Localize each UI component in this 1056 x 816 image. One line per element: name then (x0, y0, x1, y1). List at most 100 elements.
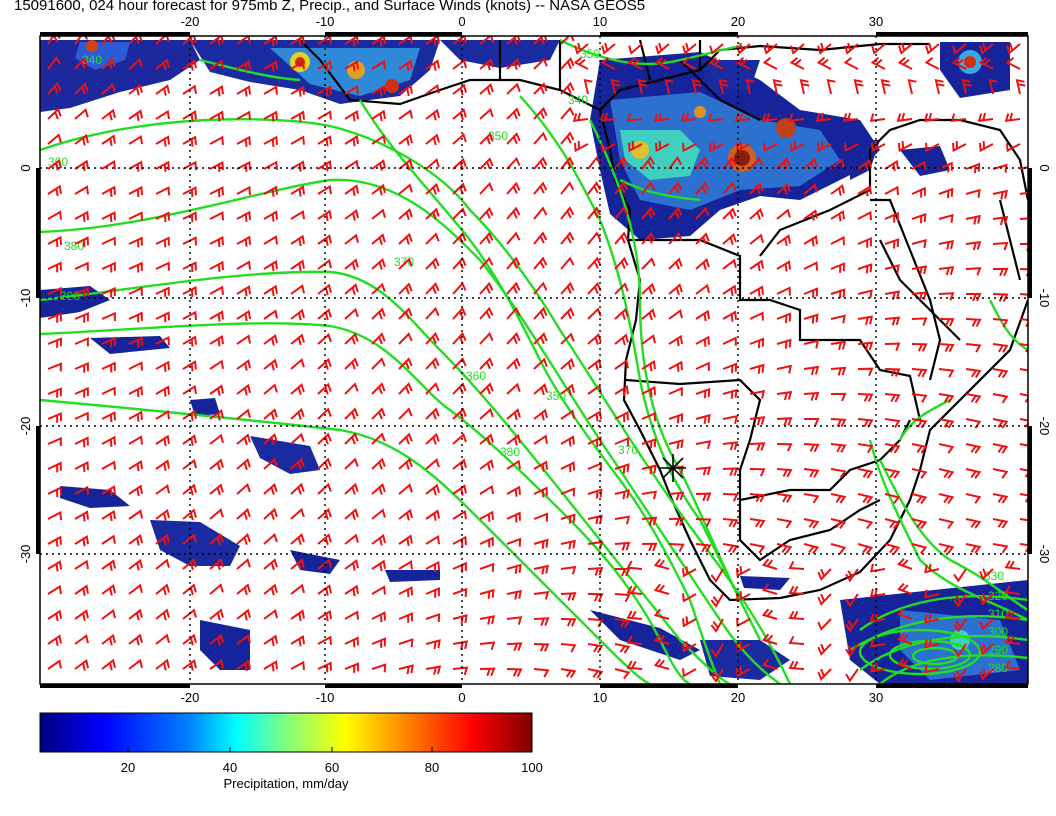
wind-barb (479, 433, 494, 446)
wind-barb (263, 358, 278, 371)
wind-barb (992, 468, 1009, 479)
wind-barb (182, 310, 197, 321)
wind-barb (479, 459, 494, 471)
wind-barb (668, 308, 683, 320)
wind-barb (74, 510, 89, 522)
wind-barb (290, 234, 305, 247)
wind-barb (695, 440, 712, 450)
wind-barb (47, 560, 62, 572)
wind-barb (938, 518, 955, 530)
wind-barb (600, 57, 616, 70)
wind-barb (803, 391, 820, 401)
wind-barb (182, 633, 197, 646)
wind-barb (695, 309, 710, 322)
wind-barb (884, 543, 901, 555)
wind-barb (344, 559, 359, 571)
wind-barb (371, 159, 386, 171)
wind-barb (803, 543, 820, 555)
wind-barb (209, 186, 224, 198)
wind-barb (749, 207, 764, 220)
wind-barb (776, 543, 793, 554)
wind-barb (317, 60, 332, 72)
wind-barb (128, 311, 143, 323)
wind-barb (209, 659, 224, 670)
wind-barb (722, 441, 739, 451)
wind-barb (614, 256, 629, 270)
contour-label: 370 (394, 255, 414, 269)
wind-barb (587, 567, 604, 576)
wind-barb (560, 435, 575, 447)
wind-barb (101, 386, 116, 396)
wind-barb (398, 586, 413, 598)
wind-barb (533, 256, 548, 270)
wind-barb (425, 207, 440, 220)
wind-barb (722, 543, 739, 554)
wind-barb (128, 134, 143, 145)
wind-barb (845, 618, 859, 633)
wind-barb (479, 182, 494, 195)
wind-barb (911, 343, 928, 352)
wind-barb (953, 668, 967, 683)
wind-barb (398, 382, 413, 395)
wind-barb (479, 667, 496, 677)
wind-barb (533, 306, 548, 320)
wind-barb (236, 458, 251, 471)
wind-barb (344, 533, 359, 545)
lon-tick-label: 0 (458, 690, 465, 705)
wind-barb (614, 593, 631, 603)
wind-barb (425, 639, 441, 650)
wind-barb (425, 407, 440, 420)
wind-barb (155, 186, 170, 196)
wind-barb (128, 361, 143, 371)
wind-barb (761, 658, 778, 670)
wind-barb (668, 360, 683, 372)
wind-barb (452, 58, 467, 70)
wind-barb (317, 85, 332, 97)
wind-barb (911, 317, 928, 326)
wind-barb (317, 407, 332, 420)
wind-barb (74, 286, 89, 298)
wind-barb (236, 135, 251, 147)
wind-barb (804, 418, 820, 427)
wind-barb (560, 131, 575, 145)
wind-barb (128, 286, 143, 296)
wind-barb (560, 332, 575, 345)
wind-barb (749, 259, 764, 272)
contour-label: 360 (466, 369, 486, 383)
wind-barb (749, 233, 764, 245)
wind-barb (533, 617, 550, 626)
wind-barb (722, 493, 739, 502)
wind-barb (101, 236, 116, 246)
wind-barb (965, 543, 982, 554)
wind-barb (709, 140, 724, 153)
contour-label: 370 (618, 443, 638, 457)
wind-barb (533, 486, 548, 498)
colorbar-tick-label: 100 (521, 760, 543, 775)
wind-barb (182, 286, 197, 298)
wind-barb (209, 59, 224, 70)
wind-barb (573, 57, 589, 70)
wind-barb (1019, 518, 1028, 522)
wind-barb (209, 533, 224, 546)
wind-barb (128, 608, 143, 621)
wind-barb (614, 541, 631, 551)
wind-barb (1004, 112, 1021, 122)
wind-barb (236, 110, 251, 120)
wind-barb (479, 132, 494, 145)
wind-barb (583, 79, 593, 95)
wind-barb (560, 181, 575, 195)
wind-barb (506, 433, 521, 446)
wind-barb (452, 587, 468, 597)
wind-barb (574, 42, 589, 55)
wind-barb (653, 658, 670, 670)
wind-barb (682, 668, 697, 678)
wind-barb (155, 286, 170, 298)
wind-barb (1019, 191, 1028, 200)
wind-barb (236, 507, 251, 520)
wind-barb (506, 107, 521, 120)
wind-barb (641, 308, 656, 321)
contour-label: 350 (546, 389, 566, 403)
wind-barb (101, 36, 116, 45)
wind-barb (425, 458, 440, 470)
wind-barb (788, 635, 805, 645)
